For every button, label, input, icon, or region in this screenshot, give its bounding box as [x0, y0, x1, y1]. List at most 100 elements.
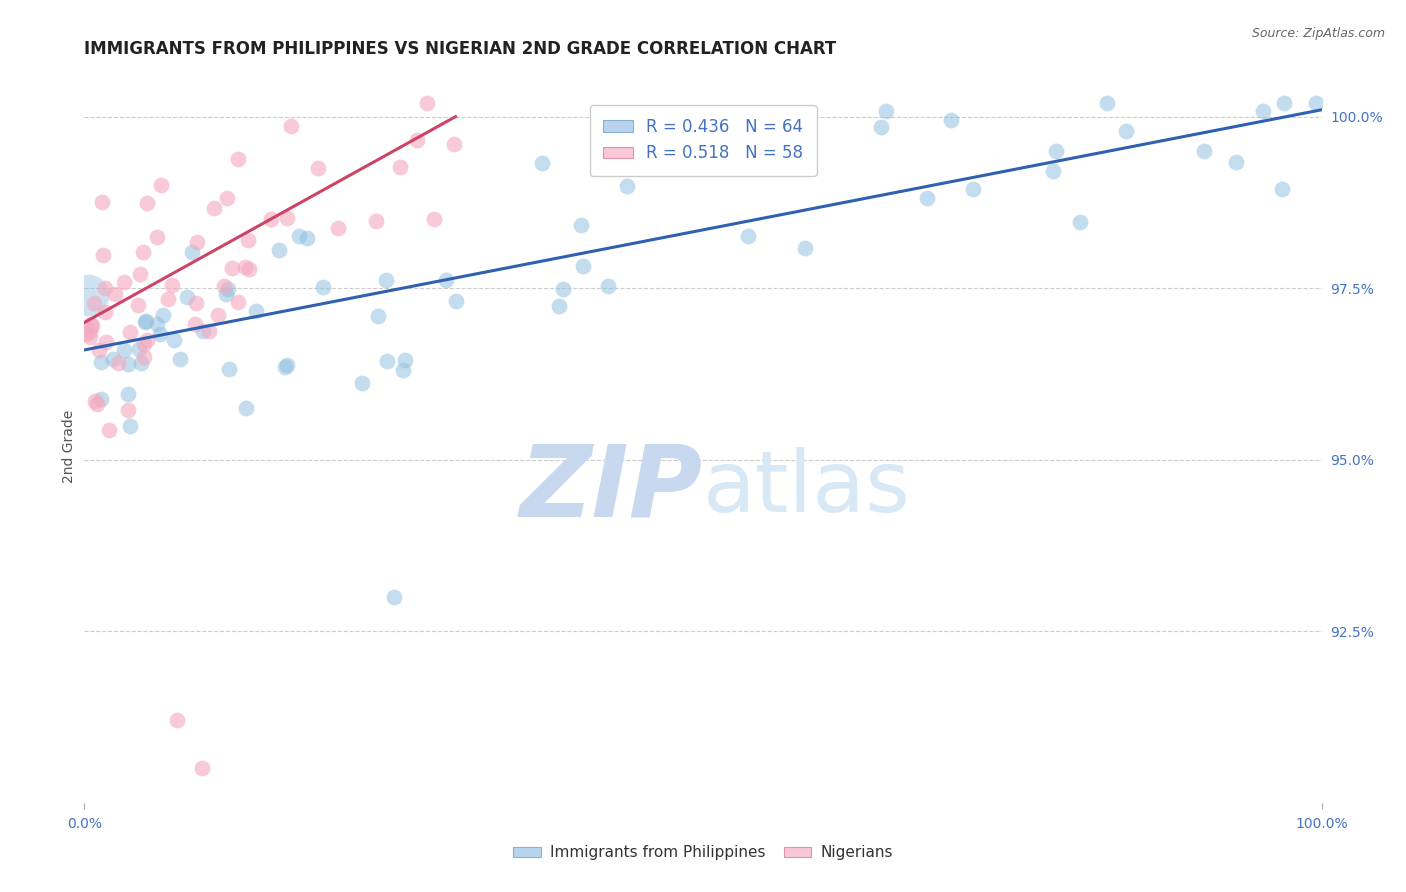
Point — [117, 357, 139, 371]
Point — [90, 392, 112, 406]
Point — [112, 343, 135, 357]
Point — [548, 299, 571, 313]
Point — [217, 282, 239, 296]
Point — [128, 267, 150, 281]
Point — [146, 318, 169, 332]
Text: Source: ZipAtlas.com: Source: ZipAtlas.com — [1251, 27, 1385, 40]
Point — [77, 288, 100, 302]
Point — [79, 329, 101, 343]
Point — [1271, 181, 1294, 195]
Text: ZIP: ZIP — [520, 441, 703, 537]
Text: atlas: atlas — [703, 447, 911, 531]
Point — [136, 333, 159, 347]
Point — [120, 325, 142, 339]
Point — [163, 333, 186, 347]
Point — [87, 343, 110, 357]
Point — [295, 231, 318, 245]
Point — [118, 418, 141, 433]
Point — [307, 161, 329, 176]
Point — [391, 362, 413, 376]
Point — [245, 303, 267, 318]
Point — [434, 273, 457, 287]
Point — [107, 356, 129, 370]
Point — [75, 326, 97, 341]
Point — [382, 590, 405, 604]
Point — [221, 260, 243, 275]
Point — [569, 218, 592, 232]
Point — [917, 191, 939, 205]
Point — [870, 120, 893, 135]
Point — [149, 178, 172, 192]
Point — [134, 315, 156, 329]
Point — [288, 229, 311, 244]
Point — [389, 160, 412, 174]
Point — [181, 245, 204, 260]
Y-axis label: 2nd Grade: 2nd Grade — [62, 409, 76, 483]
Point — [312, 280, 335, 294]
Point — [90, 354, 112, 368]
Point — [235, 401, 257, 415]
Point — [91, 248, 114, 262]
Point — [1069, 215, 1091, 229]
Point — [145, 229, 167, 244]
Point — [207, 309, 229, 323]
Point — [423, 212, 446, 227]
Point — [794, 241, 817, 255]
Point — [79, 325, 101, 339]
Point — [326, 220, 349, 235]
Point — [233, 260, 256, 274]
Point — [273, 360, 295, 375]
Point — [191, 762, 214, 776]
Point — [416, 95, 439, 110]
Point — [375, 354, 398, 368]
Point — [202, 201, 225, 215]
Point — [186, 235, 208, 250]
Point — [103, 351, 125, 366]
Point — [104, 287, 127, 301]
Point — [169, 351, 191, 366]
Point — [394, 352, 416, 367]
Point — [157, 292, 180, 306]
Point — [212, 278, 235, 293]
Point — [596, 279, 619, 293]
Point — [228, 295, 250, 310]
Point — [193, 324, 215, 338]
Point — [136, 195, 159, 210]
Point — [367, 310, 389, 324]
Point — [276, 211, 298, 226]
Point — [149, 327, 172, 342]
Point — [218, 362, 240, 376]
Point — [616, 179, 638, 194]
Point — [215, 286, 238, 301]
Point — [127, 298, 149, 312]
Point — [94, 334, 117, 349]
Point — [443, 137, 465, 152]
Point — [875, 104, 897, 119]
Point — [1115, 124, 1137, 138]
Point — [152, 308, 174, 322]
Point — [160, 278, 183, 293]
Point — [84, 393, 107, 408]
Legend: Immigrants from Philippines, Nigerians: Immigrants from Philippines, Nigerians — [508, 839, 898, 866]
Point — [166, 714, 188, 728]
Point — [93, 305, 115, 319]
Point — [276, 358, 298, 372]
Point — [1045, 144, 1067, 158]
Point — [117, 403, 139, 417]
Point — [939, 112, 962, 127]
Point — [131, 356, 153, 370]
Point — [375, 273, 398, 287]
Point — [444, 294, 467, 309]
Point — [1225, 154, 1247, 169]
Point — [80, 318, 103, 332]
Point — [551, 282, 574, 296]
Point — [269, 243, 291, 257]
Point — [90, 195, 112, 210]
Point — [280, 119, 302, 133]
Point — [86, 396, 108, 410]
Point — [186, 296, 208, 310]
Point — [128, 342, 150, 356]
Point — [1251, 103, 1274, 118]
Point — [93, 281, 115, 295]
Point — [132, 350, 155, 364]
